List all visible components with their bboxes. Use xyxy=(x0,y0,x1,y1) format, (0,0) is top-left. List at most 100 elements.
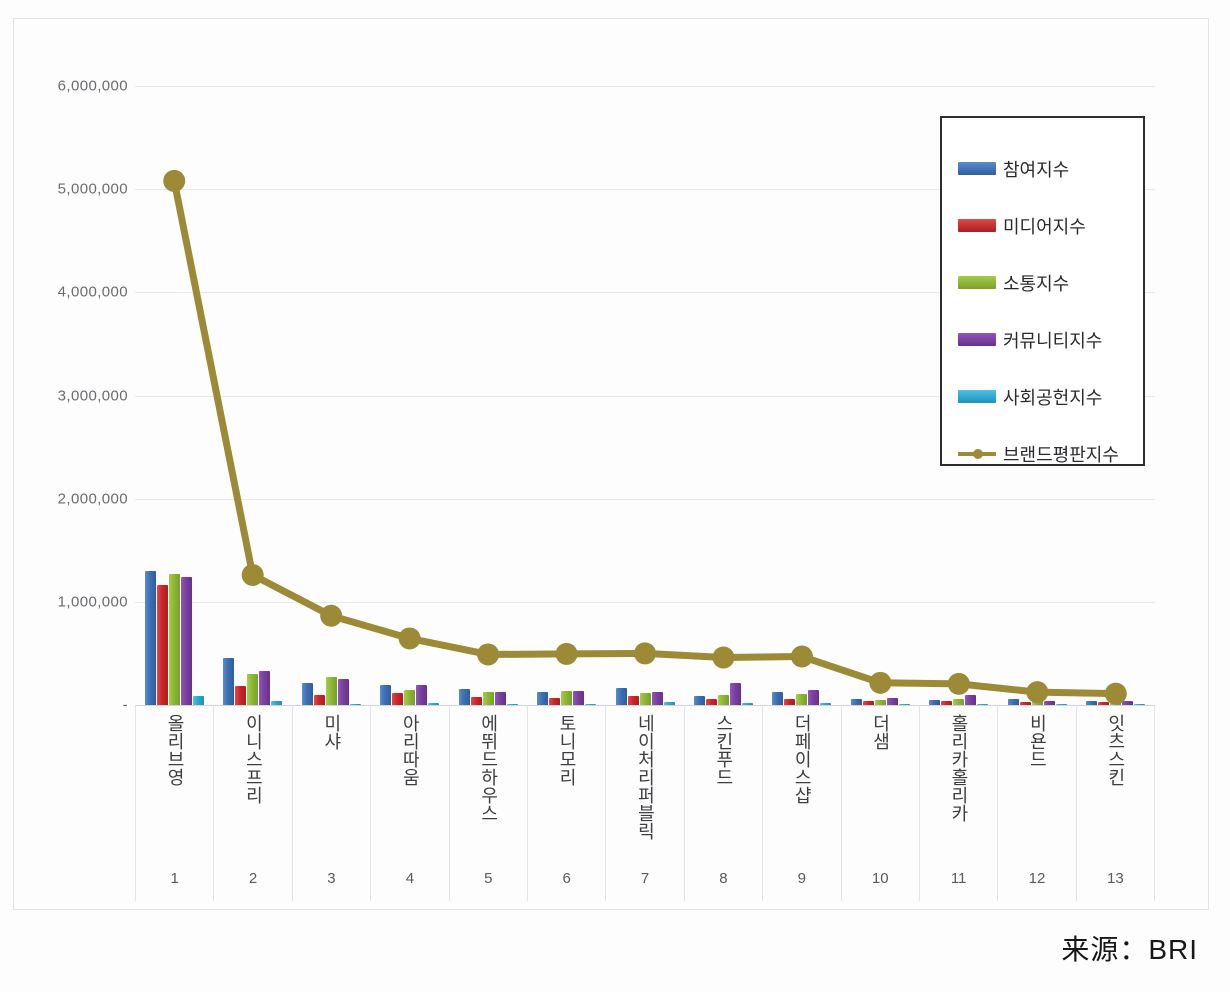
x-axis-rank-label: 5 xyxy=(484,870,493,887)
bar xyxy=(428,703,440,705)
bar xyxy=(337,678,349,705)
bar xyxy=(663,702,675,705)
bar xyxy=(482,691,494,705)
bar xyxy=(380,684,392,705)
legend-item-label: 소통지수 xyxy=(1003,273,1070,294)
bar-cluster xyxy=(684,86,762,705)
bar xyxy=(301,682,313,705)
bar xyxy=(850,698,862,705)
legend-item[interactable]: 미디어지수 xyxy=(958,197,1143,254)
legend-item-label: 참여지수 xyxy=(1003,159,1070,180)
bar-cluster xyxy=(763,86,841,705)
bar-cluster xyxy=(449,86,527,705)
bar xyxy=(180,576,192,705)
x-axis-category-label: 올리브영 xyxy=(165,714,186,786)
x-axis-rank-label: 1 xyxy=(170,870,179,887)
bar xyxy=(1098,702,1110,705)
legend-swatch-icon xyxy=(958,219,996,232)
bar xyxy=(808,690,820,705)
legend-item-label: 브랜드평판지수 xyxy=(1003,444,1119,465)
bar-cluster xyxy=(370,86,448,705)
bar xyxy=(1055,703,1067,705)
x-axis: 올리브영 1 이니스프리 2 미샤 3 아리따움 4 에뛰드하우스 5 토니모리 6 네이처리퍼블릭 7 스… xyxy=(135,705,1156,901)
x-axis-category-label: 잇츠스킨 xyxy=(1105,714,1126,786)
bar xyxy=(549,698,561,705)
bar xyxy=(874,699,886,705)
legend-item[interactable]: 소통지수 xyxy=(958,254,1143,311)
bar xyxy=(271,701,283,705)
legend-item[interactable]: 커뮤니티지수 xyxy=(958,311,1143,368)
bar xyxy=(651,691,663,705)
x-axis-cell: 미샤 3 xyxy=(291,705,371,901)
x-axis-category-label: 아리따움 xyxy=(400,714,421,786)
bar xyxy=(718,695,730,705)
bar xyxy=(1122,701,1134,705)
x-axis-cell: 더샘 10 xyxy=(840,705,919,901)
x-axis-cell: 이니스프리 2 xyxy=(213,705,292,901)
legend-item-label: 사회공헌지수 xyxy=(1003,387,1103,408)
y-axis-tick-label: 4,000,000 xyxy=(57,283,128,301)
bar-cluster xyxy=(606,86,684,705)
bar xyxy=(941,701,953,705)
bar xyxy=(965,695,977,705)
legend-item[interactable]: 참여지수 xyxy=(958,140,1143,197)
bar xyxy=(929,700,941,705)
bar-cluster xyxy=(841,86,919,705)
legend-swatch-icon xyxy=(958,333,996,346)
x-axis-rank-label: 11 xyxy=(950,870,967,887)
bar xyxy=(706,699,718,705)
bar xyxy=(627,695,639,705)
bar xyxy=(1019,701,1031,705)
y-axis-tick-label: 5,000,000 xyxy=(57,180,128,198)
bar xyxy=(886,697,898,705)
x-axis-cell: 비욘드 12 xyxy=(997,705,1076,901)
legend-swatch-icon xyxy=(958,447,996,461)
x-axis-category-label: 미샤 xyxy=(321,714,342,750)
bar xyxy=(458,688,470,705)
x-axis-category-label: 스킨푸드 xyxy=(713,714,734,786)
bar-cluster xyxy=(920,86,998,705)
bar xyxy=(223,658,235,705)
bar xyxy=(694,695,706,705)
bar xyxy=(730,682,742,705)
legend-item[interactable]: 사회공헌지수 xyxy=(958,368,1143,425)
legend-item-label: 커뮤니티지수 xyxy=(1003,330,1103,351)
bar xyxy=(494,692,506,705)
bar xyxy=(259,670,271,705)
x-axis-cell: 토니모리 6 xyxy=(526,705,606,901)
bar xyxy=(168,573,180,705)
bar xyxy=(573,691,585,705)
bar xyxy=(796,693,808,705)
legend-item-label: 미디어지수 xyxy=(1003,216,1086,237)
x-axis-category-label: 더샘 xyxy=(870,714,891,750)
x-axis-category-label: 비욘드 xyxy=(1027,714,1048,768)
bar xyxy=(247,674,259,705)
x-axis-rank-label: 10 xyxy=(871,870,889,887)
x-axis-rank-label: 3 xyxy=(327,870,336,887)
legend-item[interactable]: 브랜드평판지수 xyxy=(958,425,1143,482)
bar xyxy=(506,703,518,705)
legend-swatch-icon xyxy=(958,162,996,175)
bar xyxy=(898,703,910,705)
y-axis-tick-label: - xyxy=(122,696,128,714)
x-axis-cell: 에뛰드하우스 5 xyxy=(448,705,527,901)
x-axis-rank-label: 4 xyxy=(405,870,415,887)
bar xyxy=(156,584,168,705)
x-axis-category-label: 이니스프리 xyxy=(243,714,264,804)
gridline xyxy=(135,86,1155,87)
bar xyxy=(615,687,627,705)
x-axis-cell: 네이처리퍼블릭 7 xyxy=(605,705,684,901)
bar xyxy=(639,693,651,705)
bar xyxy=(1043,700,1055,705)
x-axis-cell: 잇츠스킨 13 xyxy=(1075,705,1156,901)
bar xyxy=(192,695,204,705)
x-axis-category-label: 홀리카홀리카 xyxy=(948,714,969,822)
bar-cluster xyxy=(213,86,291,705)
bar xyxy=(784,699,796,705)
x-axis-rank-label: 2 xyxy=(248,870,258,887)
y-axis-tick-label: 1,000,000 xyxy=(57,593,128,611)
bar xyxy=(416,685,428,705)
x-axis-category-label: 토니모리 xyxy=(557,714,577,786)
